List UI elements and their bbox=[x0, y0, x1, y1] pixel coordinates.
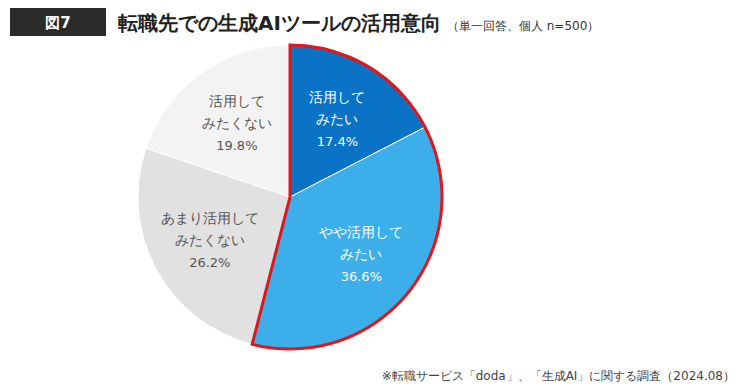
slices bbox=[138, 45, 442, 349]
data-label: 26.2% bbox=[189, 255, 230, 270]
figure-label: 図7 bbox=[45, 14, 70, 32]
category-label: 活用してみたい bbox=[309, 89, 365, 127]
pie-slice bbox=[146, 45, 290, 197]
data-label: 36.6% bbox=[341, 269, 382, 284]
highlight-outline bbox=[252, 45, 442, 349]
category-label: あまり活用してみたくない bbox=[161, 210, 259, 248]
category-label: やや活用してみたい bbox=[319, 224, 403, 262]
category-label: 活用してみたくない bbox=[202, 93, 272, 131]
title: 転職先での生成AIツールの活用意向 bbox=[118, 11, 441, 35]
data-label: 19.8% bbox=[216, 138, 257, 153]
chart: 図7 転職先での生成AIツールの活用意向 （単一回答、個人 n=500） 活用してみた… bbox=[0, 0, 745, 390]
figure-label-box bbox=[10, 8, 106, 36]
source-note: ※転職サービス「doda」、「生成AI」に関する調査（2024.08） bbox=[382, 369, 735, 383]
data-label: 17.4% bbox=[317, 134, 358, 149]
subtitle: （単一回答、個人 n=500） bbox=[447, 19, 599, 33]
